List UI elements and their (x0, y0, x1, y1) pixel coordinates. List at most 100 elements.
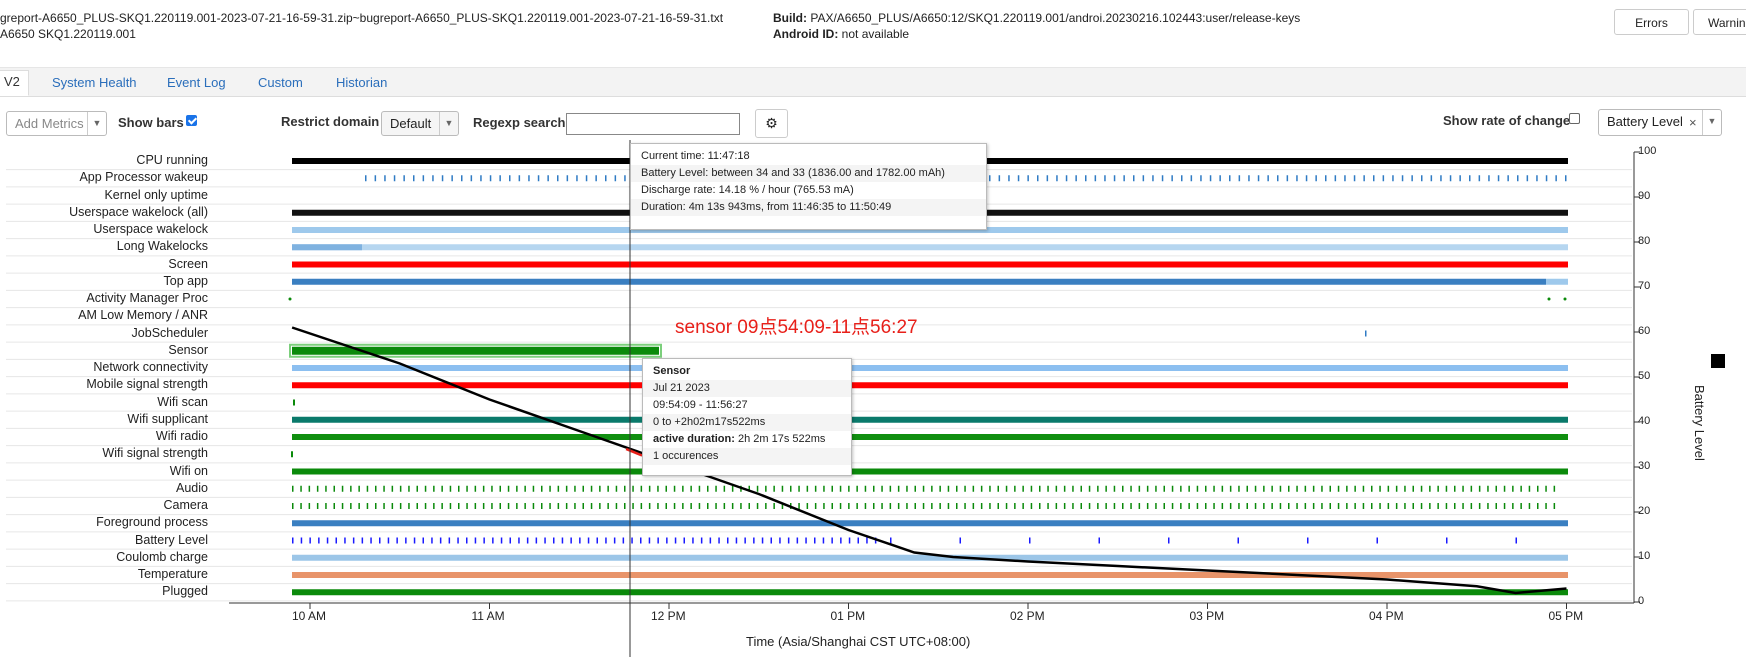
tick-camera (1487, 503, 1489, 509)
tick-app-wakeup (365, 175, 367, 182)
regexp-search-input[interactable] (566, 113, 740, 135)
tick-camera (1072, 503, 1074, 509)
tick-app-wakeup (1459, 175, 1461, 182)
row-label: Long Wakelocks (116, 239, 208, 254)
tick-battery-level (431, 537, 433, 544)
tick-app-wakeup (1363, 175, 1365, 182)
tick-camera (1553, 503, 1556, 509)
tick-audio (1553, 485, 1556, 492)
tick-app-wakeup (1046, 175, 1049, 182)
tick-audio (358, 485, 360, 492)
tooltip-sensor-active: active duration: 2h 2m 17s 522ms (643, 431, 851, 448)
tick-app-wakeup (1152, 175, 1154, 182)
tick-battery-level (735, 537, 738, 544)
tick-audio (856, 485, 858, 492)
tick-audio (1271, 485, 1273, 492)
tooltip-sensor-title: Sensor (653, 365, 691, 377)
show-bars-checkbox[interactable] (186, 115, 197, 126)
clear-icon[interactable]: × (1689, 115, 1697, 130)
tick-camera (308, 503, 311, 509)
tick-battery-level (422, 537, 424, 544)
tick-audio (1404, 485, 1406, 492)
warnings-button[interactable]: Warnin (1693, 9, 1746, 35)
tab-v2[interactable]: V2 (0, 70, 29, 96)
tick-app-wakeup (1277, 175, 1279, 182)
tick-audio (424, 485, 427, 492)
tick-app-wakeup (1478, 175, 1481, 182)
tick-camera (922, 503, 925, 509)
tick-camera (1188, 503, 1190, 509)
tick-app-wakeup (528, 175, 530, 182)
tick-audio (333, 485, 335, 492)
restrict-domain-label: Restrict domain (281, 114, 380, 129)
tick-camera (839, 503, 842, 509)
tick-battery-level (309, 537, 311, 544)
add-metrics-select[interactable]: Add Metrics ▼ (6, 111, 107, 136)
tick-camera (997, 503, 999, 509)
tick-camera (1412, 503, 1414, 509)
tick-audio (599, 485, 601, 492)
tick-audio (1022, 485, 1024, 492)
tab-custom[interactable]: Custom (258, 75, 303, 90)
tick-camera (740, 503, 742, 509)
dot-activity-manager (1547, 297, 1551, 301)
errors-button[interactable]: Errors (1614, 9, 1689, 35)
tick-app-wakeup (480, 175, 482, 182)
tick-camera (316, 503, 319, 509)
tick-camera (1279, 503, 1282, 509)
y-tick-label: 50 (1638, 370, 1651, 382)
tick-app-wakeup (989, 175, 991, 182)
tick-battery-level (674, 537, 677, 544)
tick-battery-level (500, 537, 503, 544)
tick-app-wakeup (614, 175, 617, 182)
tick-camera (665, 503, 667, 509)
tick-battery-level (744, 537, 746, 544)
tab-event-log[interactable]: Event Log (167, 75, 226, 90)
tab-system-health[interactable]: System Health (52, 75, 137, 90)
y-tick-label: 40 (1638, 415, 1651, 427)
tick-app-wakeup (393, 175, 396, 182)
tick-app-wakeup (1267, 175, 1269, 182)
tick-app-wakeup (576, 175, 578, 182)
tick-app-wakeup (1373, 175, 1375, 182)
tick-camera (391, 503, 394, 509)
tick-audio (823, 485, 825, 492)
bar-userspace-wakelock (292, 227, 1568, 233)
tick-camera (781, 503, 784, 509)
tick-app-wakeup (1113, 175, 1116, 182)
metric-select[interactable]: Battery Level × ▼ (1598, 109, 1722, 136)
settings-gear-button[interactable]: ⚙ (755, 109, 788, 138)
tick-audio (1437, 485, 1439, 492)
tick-audio (773, 485, 775, 492)
tick-battery-level (822, 537, 825, 544)
tick-app-wakeup (1488, 175, 1490, 182)
x-tick-label: 04 PM (1369, 609, 1404, 623)
bar-mobile-signal (292, 382, 1568, 389)
android-id-label: Android ID: (773, 27, 839, 41)
tick-camera (1371, 503, 1373, 509)
tick-audio (507, 485, 510, 492)
tick-camera (1138, 503, 1141, 509)
tick-camera (333, 503, 335, 509)
tick-app-wakeup (1469, 175, 1471, 182)
tick-app-wakeup (557, 175, 559, 182)
row-label: Wifi supplicant (127, 411, 208, 426)
tick-battery-level (831, 537, 833, 544)
tab-historian[interactable]: Historian (336, 75, 388, 90)
tick-app-wakeup (605, 175, 607, 182)
tick-audio (1146, 485, 1149, 492)
tick-audio (964, 485, 966, 492)
bar-screen (292, 261, 1568, 268)
tick-audio (814, 485, 817, 492)
tick-camera (1296, 503, 1298, 509)
x-tick-label: 05 PM (1548, 609, 1584, 623)
tick-camera (599, 503, 601, 509)
tick-audio (1014, 485, 1016, 492)
tick-camera (565, 503, 568, 509)
restrict-domain-select[interactable]: Default ▼ (381, 111, 459, 136)
tick-app-wakeup (1305, 175, 1308, 182)
tick-camera (1196, 503, 1199, 509)
show-rate-checkbox[interactable] (1569, 113, 1580, 124)
bar-top-app-end (1546, 278, 1568, 285)
tick-camera (1420, 503, 1423, 509)
